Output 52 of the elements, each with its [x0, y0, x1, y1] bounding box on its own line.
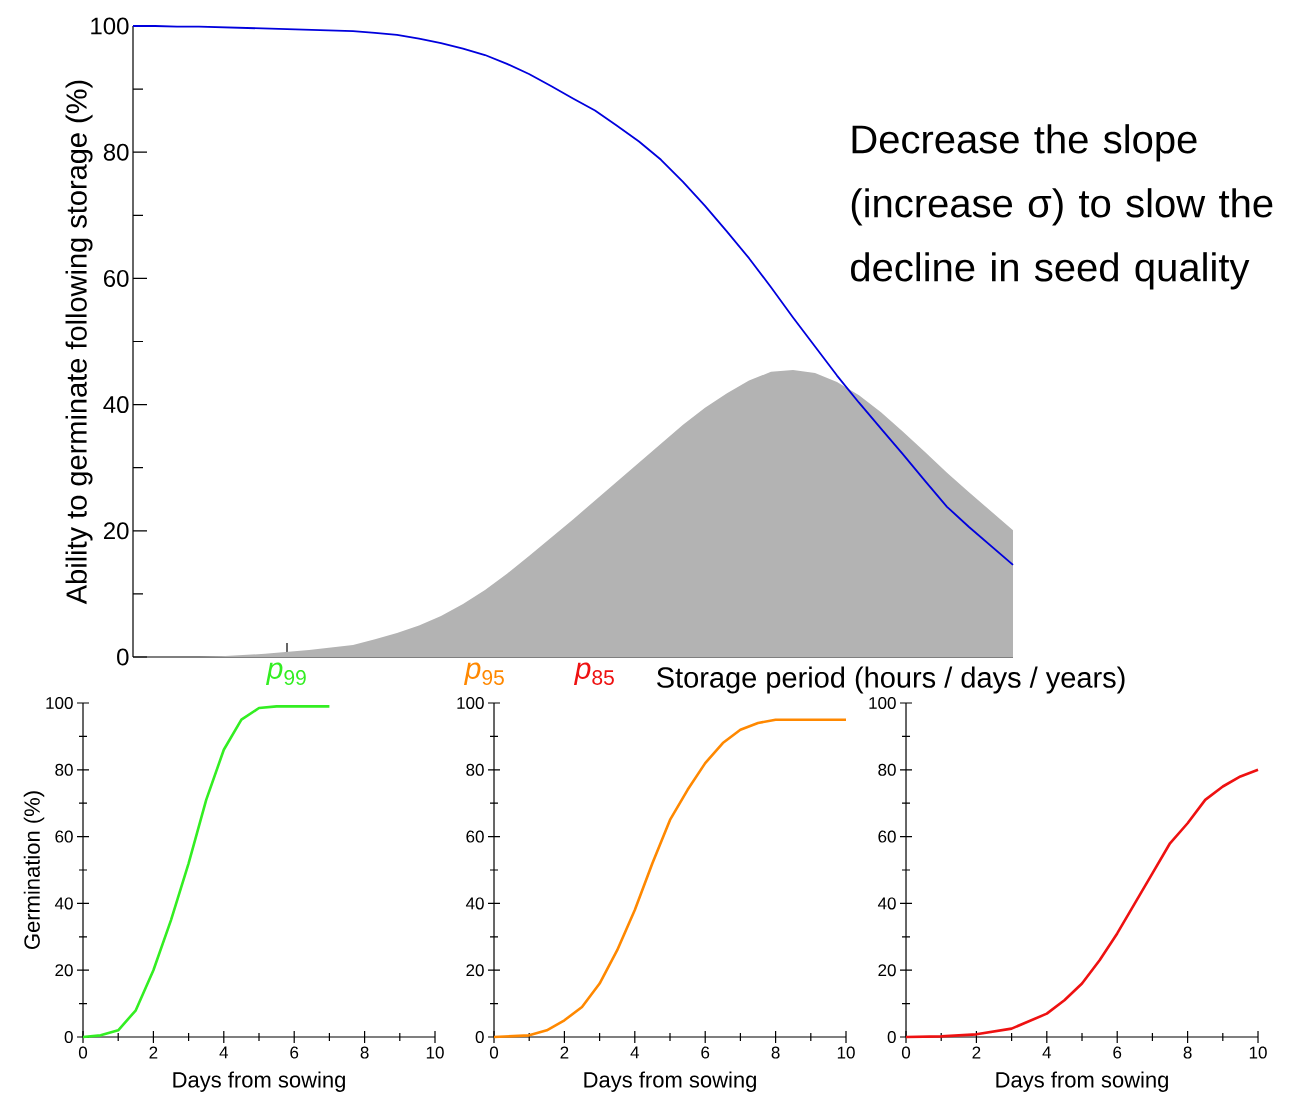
- y-tick-label: 20: [466, 964, 484, 977]
- x-tick-label: 4: [1042, 1046, 1052, 1059]
- y-tick-label: 80: [878, 763, 896, 776]
- y-tick-label: 100: [869, 696, 896, 710]
- x-tick-label: 8: [1183, 1046, 1192, 1059]
- y-tick-label: 60: [55, 830, 73, 843]
- x-axis-title: Days from sowing: [996, 1071, 1168, 1092]
- y-tick-label: 0: [117, 648, 129, 666]
- x-tick-label: 0: [901, 1046, 911, 1059]
- x-tick-label: 6: [290, 1046, 299, 1059]
- x-tick-label: 10: [426, 1046, 444, 1059]
- y-tick-label: 60: [104, 269, 129, 287]
- annotation: Decrease the slope (increase σ) to slow the decline in seed quality: [851, 124, 1273, 290]
- x-tick-label: p$_{99}$: [265, 662, 306, 685]
- x-axis-title: Storage period (hours / days / years): [657, 666, 1125, 694]
- x-axis-title: Days from sowing: [173, 1071, 345, 1092]
- y-tick-label: 40: [54, 897, 73, 910]
- x-tick-label: 2: [560, 1046, 569, 1059]
- y-axis-title: Germination (%): [23, 791, 45, 949]
- y-tick-label: 40: [465, 897, 484, 910]
- x-tick-label: p$_{85}$: [573, 662, 614, 685]
- x-tick-label: 4: [219, 1046, 229, 1059]
- x-tick-label: 10: [1249, 1046, 1267, 1059]
- y-tick-label: 20: [103, 522, 129, 540]
- y-tick-label: 100: [91, 17, 129, 35]
- x-tick-label: 8: [771, 1046, 780, 1059]
- x-tick-label: p$_{95}$: [463, 662, 504, 685]
- x-tick-label: 0: [78, 1046, 88, 1059]
- y-tick-label: 40: [103, 396, 129, 414]
- x-tick-label: 8: [360, 1046, 369, 1059]
- x-axis-title: Days from sowing: [584, 1071, 756, 1092]
- x-tick-label: 0: [489, 1046, 499, 1059]
- y-tick-label: 100: [457, 696, 484, 710]
- y-tick-label: 80: [103, 143, 129, 161]
- y-tick-label: 0: [475, 1030, 484, 1044]
- y-tick-label: 20: [55, 964, 73, 977]
- x-tick-label: 6: [701, 1046, 710, 1059]
- y-tick-label: 100: [46, 696, 73, 710]
- y-tick-label: 60: [466, 830, 484, 843]
- y-tick-label: 80: [55, 763, 73, 776]
- y-tick-label: 0: [64, 1030, 73, 1044]
- x-tick-label: 10: [837, 1046, 855, 1059]
- y-axis-title: Ability to germinate following storage (%): [65, 80, 93, 605]
- y-tick-label: 0: [887, 1030, 896, 1044]
- x-tick-label: 6: [1113, 1046, 1122, 1059]
- x-tick-label: 4: [630, 1046, 640, 1059]
- y-tick-label: 80: [466, 763, 484, 776]
- y-tick-label: 60: [878, 830, 896, 843]
- x-tick-label: 2: [972, 1046, 981, 1059]
- x-tick-label: 2: [149, 1046, 158, 1059]
- y-tick-label: 20: [878, 964, 896, 977]
- y-tick-label: 40: [877, 897, 896, 910]
